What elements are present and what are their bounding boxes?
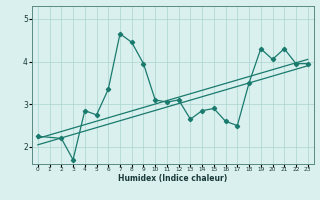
X-axis label: Humidex (Indice chaleur): Humidex (Indice chaleur) [118,174,228,183]
